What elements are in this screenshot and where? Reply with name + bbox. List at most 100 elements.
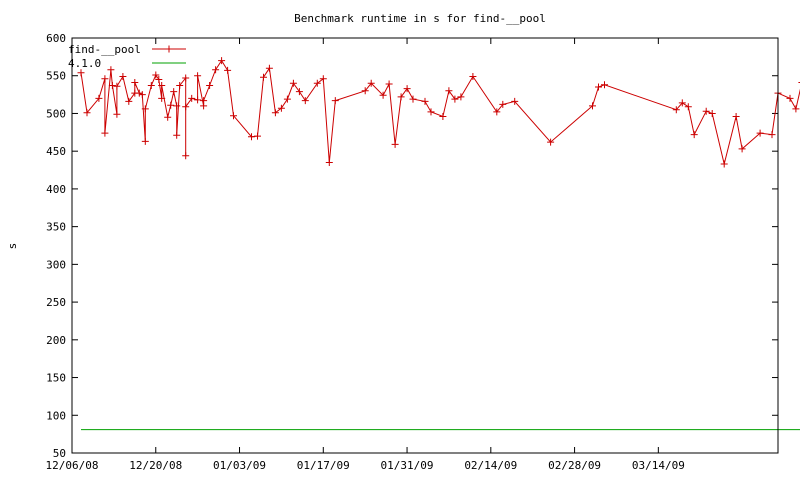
data-point	[170, 88, 178, 96]
data-point	[547, 138, 555, 146]
y-tick-label: 50	[53, 447, 66, 460]
data-point	[164, 113, 172, 121]
data-point	[792, 105, 800, 113]
data-point	[511, 97, 519, 105]
data-point	[206, 82, 214, 89]
data-point	[684, 103, 692, 111]
data-point	[732, 113, 740, 120]
y-tick-label: 200	[46, 334, 66, 347]
data-point	[391, 140, 399, 148]
data-point	[200, 97, 208, 105]
data-point	[95, 94, 103, 102]
data-point	[125, 97, 133, 105]
data-point	[277, 104, 285, 112]
data-point	[138, 91, 146, 99]
data-point	[265, 64, 273, 72]
data-point	[152, 71, 160, 79]
data-point	[421, 97, 429, 105]
data-point	[397, 93, 405, 101]
data-point	[595, 83, 602, 91]
data-point	[119, 73, 127, 80]
data-point	[720, 160, 728, 168]
data-point	[271, 109, 279, 117]
data-point	[158, 82, 166, 89]
data-point	[218, 57, 226, 65]
y-tick-label: 300	[46, 258, 66, 271]
x-tick-label: 02/14/09	[464, 459, 517, 472]
data-point	[702, 107, 710, 115]
data-point	[224, 66, 232, 74]
data-point	[289, 79, 297, 87]
data-point	[325, 159, 333, 166]
y-tick-label: 600	[46, 32, 66, 45]
axis-ticks: 50 100 150 200 250 300 350 400 450 500 550 600 12/06…	[46, 32, 778, 472]
data-point	[182, 74, 190, 82]
data-point	[385, 80, 393, 88]
data-point	[101, 129, 109, 137]
x-tick-label: 01/03/09	[213, 459, 266, 472]
data-point	[83, 109, 91, 117]
data-point	[786, 94, 794, 102]
data-point	[678, 99, 686, 107]
data-point	[173, 131, 181, 139]
data-point	[230, 112, 237, 120]
data-point	[457, 93, 465, 101]
data-point	[768, 131, 776, 139]
data-point	[260, 73, 267, 81]
y-axis-label: s	[6, 243, 19, 250]
x-tick-label: 01/17/09	[297, 459, 350, 472]
data-point	[439, 113, 447, 120]
y-tick-label: 500	[46, 107, 66, 120]
data-point	[493, 108, 501, 116]
data-point	[601, 81, 608, 89]
series-layer	[77, 57, 800, 431]
y-tick-label: 100	[46, 409, 66, 422]
data-point	[331, 97, 339, 105]
legend-label: 4.1.0	[68, 57, 101, 70]
data-point	[319, 75, 327, 83]
chart-title: Benchmark runtime in s for find-__pool	[294, 12, 546, 25]
data-point	[182, 103, 190, 111]
data-point	[283, 95, 291, 103]
data-point	[101, 75, 109, 83]
data-point	[77, 69, 85, 77]
data-point	[756, 129, 764, 137]
data-point	[141, 105, 149, 113]
x-tick-label: 02/28/09	[548, 459, 601, 472]
data-point	[248, 133, 255, 141]
data-point	[589, 102, 596, 110]
data-point	[708, 110, 716, 117]
data-point	[194, 72, 202, 80]
data-point	[131, 79, 139, 86]
data-point	[403, 85, 411, 93]
data-point	[499, 100, 507, 108]
data-point	[155, 76, 163, 83]
data-point	[469, 73, 477, 80]
data-point	[379, 91, 387, 99]
data-point	[254, 132, 261, 140]
y-tick-label: 550	[46, 70, 66, 83]
data-point	[173, 102, 181, 110]
data-point	[445, 87, 453, 95]
data-point	[182, 152, 190, 160]
plot-frame	[71, 37, 779, 454]
data-point	[147, 82, 155, 89]
data-point	[113, 82, 121, 90]
legend-marker	[165, 45, 173, 53]
data-point	[301, 97, 309, 105]
data-point	[361, 87, 369, 95]
data-point	[135, 89, 143, 97]
data-point	[167, 101, 175, 109]
x-tick-label: 03/14/09	[632, 459, 685, 472]
data-point	[188, 94, 196, 102]
y-tick-label: 150	[46, 372, 66, 385]
data-point	[158, 94, 166, 102]
legend-label: find-__pool	[68, 43, 141, 56]
data-point	[107, 66, 115, 74]
y-tick-label: 400	[46, 183, 66, 196]
x-tick-label: 12/20/08	[129, 459, 182, 472]
data-point	[176, 82, 184, 89]
data-point	[141, 137, 149, 145]
data-point	[367, 79, 375, 87]
